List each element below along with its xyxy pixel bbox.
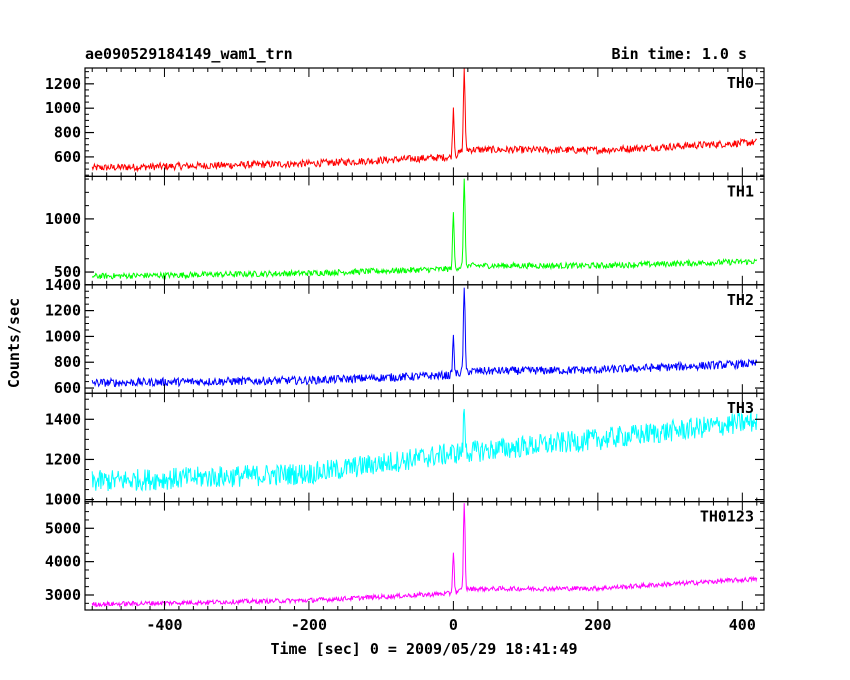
panel-label-th2: TH2	[727, 291, 754, 309]
series-line-th1	[91, 178, 758, 280]
y-tick-label: 1000	[45, 210, 81, 228]
y-tick-label: 1000	[45, 491, 81, 509]
panel-frame-th3	[84, 392, 765, 503]
panel-label-th1: TH1	[727, 182, 754, 200]
panel-frame-th1	[84, 175, 765, 286]
series-line-th3	[91, 408, 758, 492]
y-tick-label: 500	[54, 263, 81, 281]
y-tick-label: 4000	[45, 553, 81, 571]
series-line-th2	[91, 287, 758, 388]
x-tick-label: -400	[146, 616, 182, 634]
series-line-th0	[91, 68, 757, 173]
y-tick-label: 1200	[45, 450, 81, 468]
y-tick-label: 800	[54, 124, 81, 142]
x-tick-label: 0	[449, 616, 458, 634]
x-tick-label: 200	[584, 616, 611, 634]
y-tick-label: 3000	[45, 586, 81, 604]
panel-label-th0: TH0	[727, 74, 754, 92]
panel-label-th3: TH3	[727, 399, 754, 417]
y-tick-label: 1200	[45, 302, 81, 320]
y-tick-label: 1200	[45, 75, 81, 93]
y-tick-label: 600	[54, 148, 81, 166]
panel-frame-th0123	[84, 501, 765, 611]
y-axis-label: Counts/sec	[5, 297, 23, 389]
y-tick-label: 1000	[45, 327, 81, 345]
x-tick-label: -200	[291, 616, 327, 634]
y-tick-label: 5000	[45, 519, 81, 537]
x-tick-label: 400	[729, 616, 756, 634]
chart-title: ae090529184149_wam1_trn	[85, 45, 293, 63]
y-tick-label: 800	[54, 353, 81, 371]
y-tick-label: 1400	[45, 410, 81, 428]
bin-time-label: Bin time: 1.0 s	[611, 45, 747, 63]
y-tick-label: 1000	[45, 99, 81, 117]
x-axis-label: Time [sec] 0 = 2009/05/29 18:41:49	[270, 640, 578, 658]
y-tick-label: 1400	[45, 276, 81, 294]
panel-label-th0123: TH0123	[700, 508, 754, 526]
series-line-th0123	[91, 503, 758, 608]
y-tick-label: 600	[54, 379, 81, 397]
